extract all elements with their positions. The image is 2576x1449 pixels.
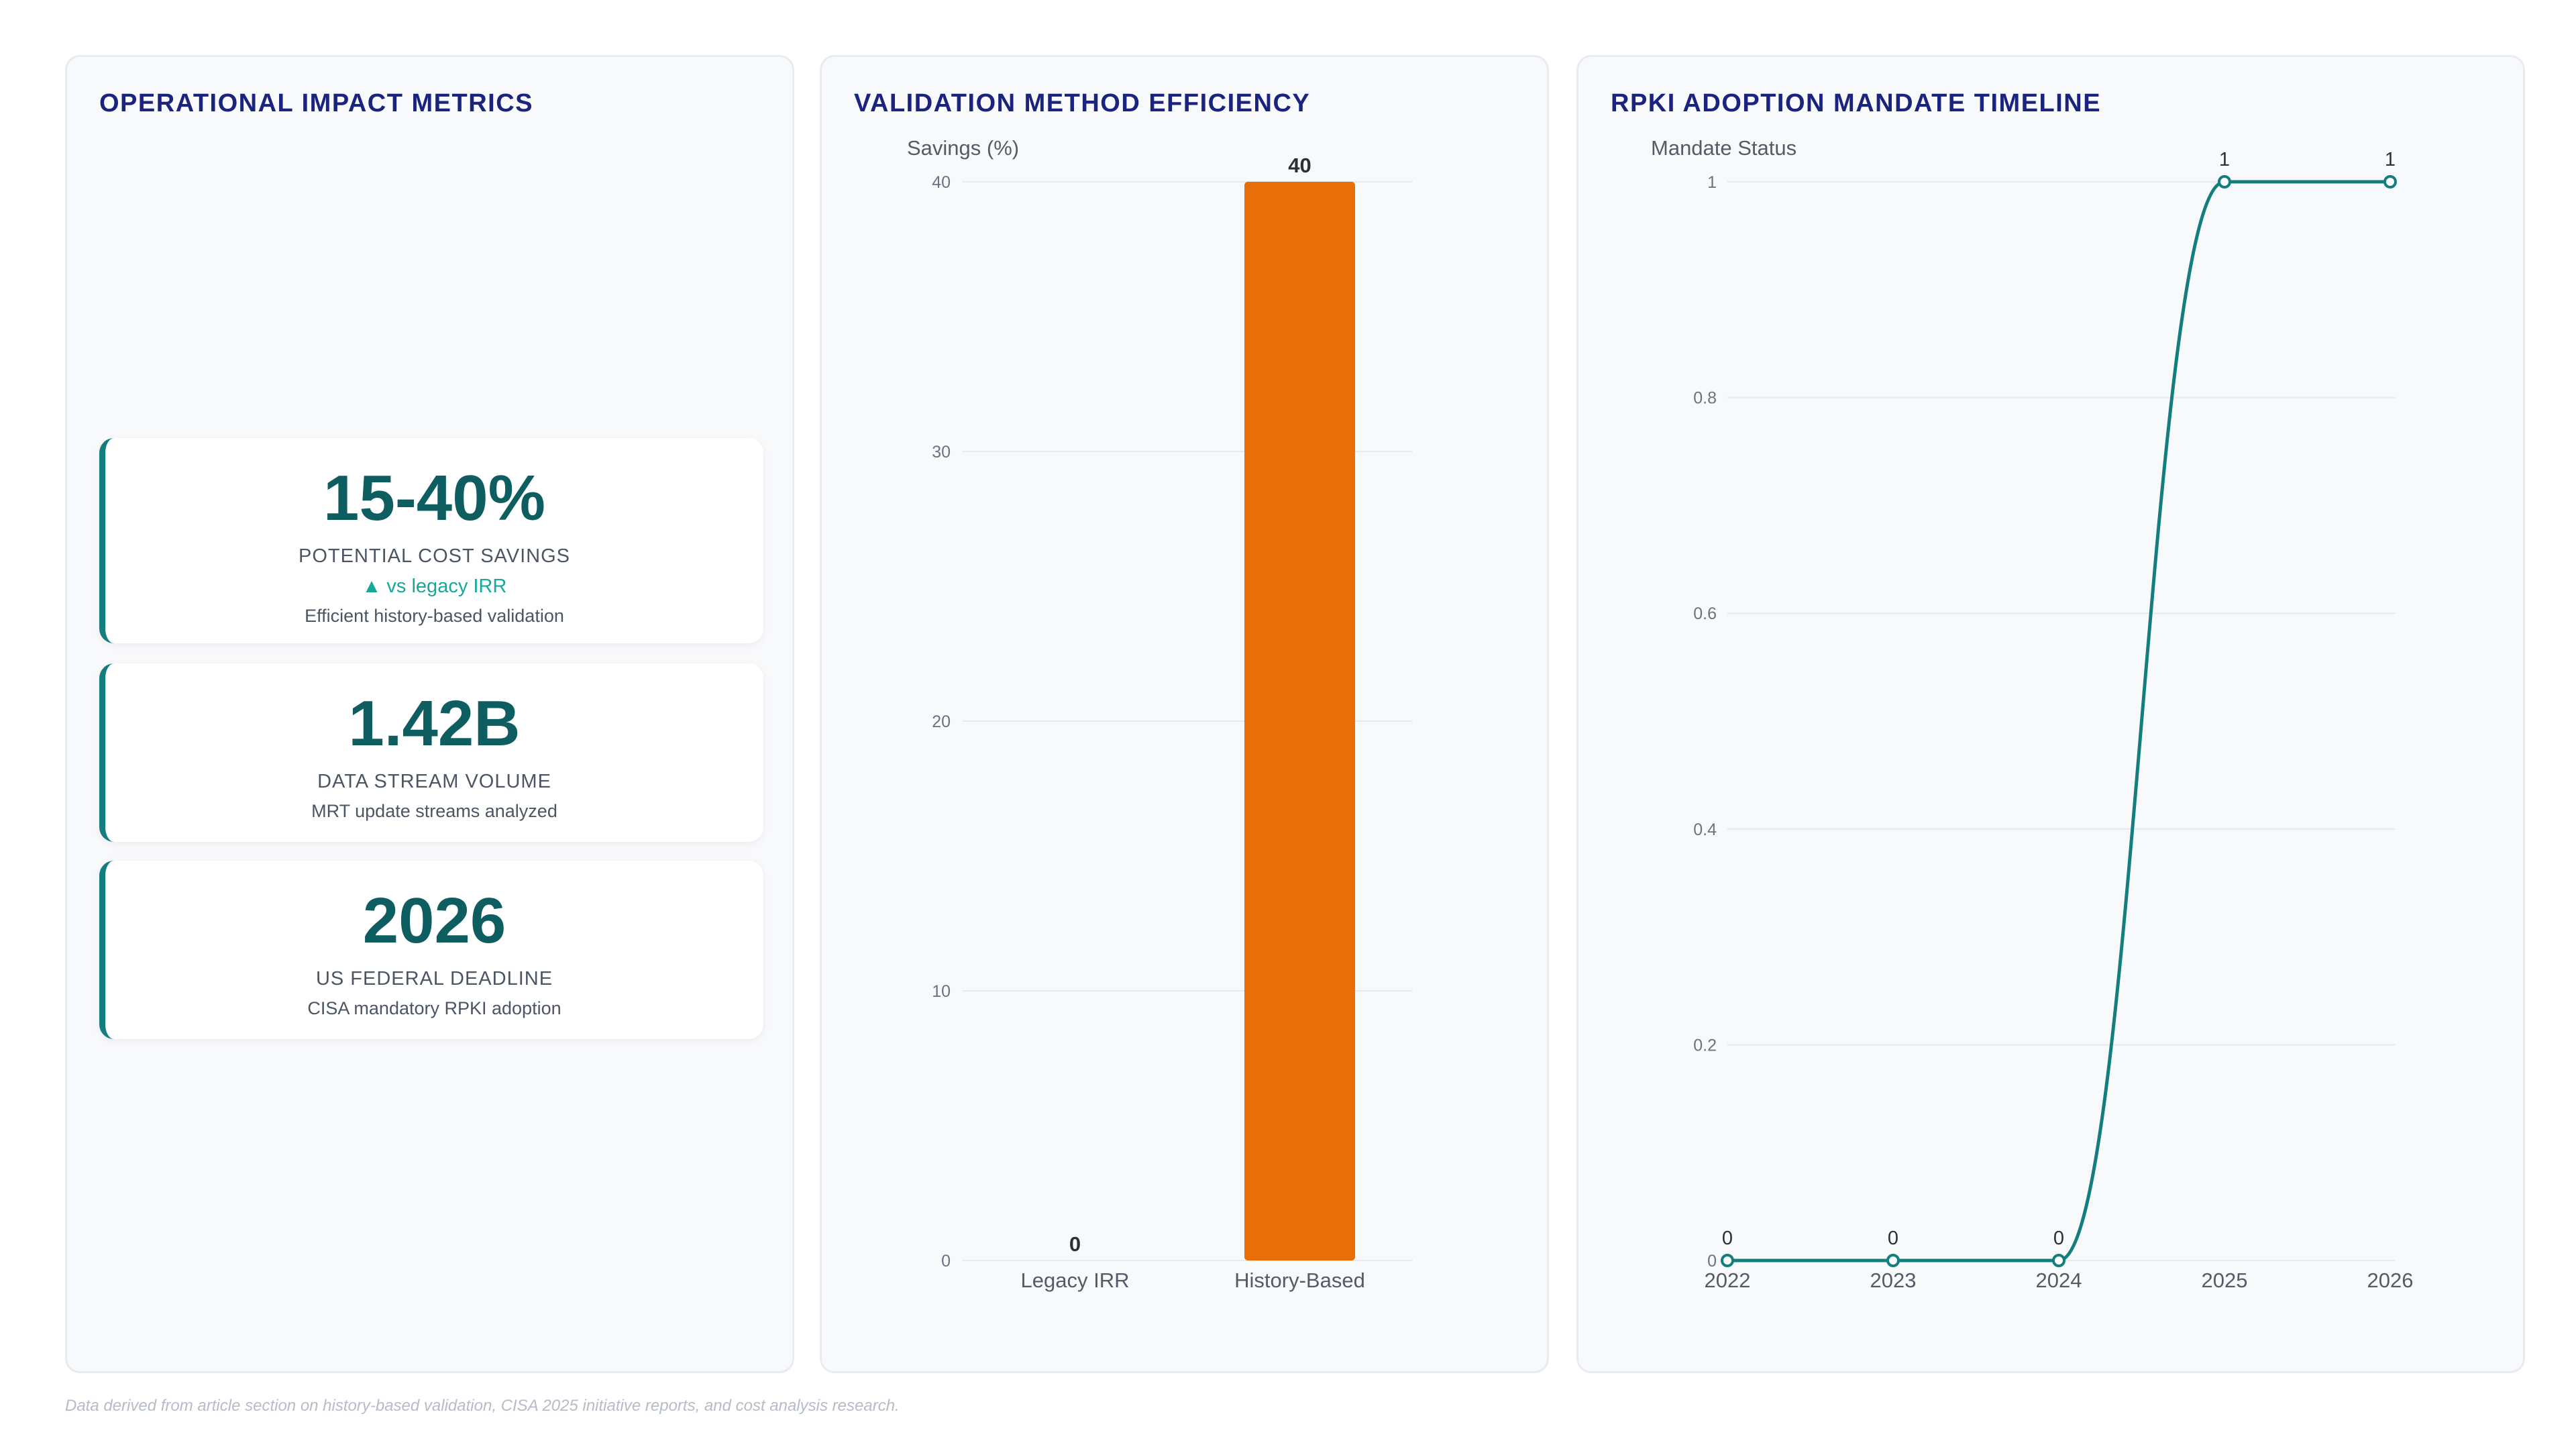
x-tick-label: 2023 (1870, 1269, 1917, 1292)
x-tick-label: 2025 (2202, 1269, 2248, 1292)
y-tick-label: 10 (932, 982, 951, 1001)
x-tick-label: Legacy IRR (1021, 1269, 1130, 1292)
kpi-value: 1.42B (348, 688, 521, 759)
line-chart-title: RPKI ADOPTION MANDATE TIMELINE (1611, 89, 2102, 117)
y-tick-label: 0.4 (1693, 820, 1717, 839)
kpi-card-federal-deadline: 2026 US FEDERAL DEADLINE CISA mandatory … (99, 861, 763, 1039)
y-tick-label: 0.6 (1693, 604, 1717, 623)
kpi-subtext: CISA mandatory RPKI adoption (307, 998, 561, 1018)
kpi-trend: ▲ vs legacy IRR (362, 576, 507, 597)
point-value-label: 0 (2053, 1228, 2064, 1249)
bar (1244, 182, 1355, 1260)
x-tick-label: 2026 (2367, 1269, 2414, 1292)
data-point (1886, 1254, 1900, 1267)
kpi-value: 15-40% (323, 462, 545, 534)
point-value-label: 0 (1722, 1228, 1733, 1249)
series-line (1727, 180, 2390, 1263)
metrics-panel: OPERATIONAL IMPACT METRICS 15-40% POTENT… (65, 55, 794, 1373)
y-tick-label: 0.8 (1693, 389, 1717, 408)
x-tick-label: 2022 (1705, 1269, 1751, 1292)
y-tick-label: 0 (941, 1252, 951, 1271)
kpi-subtext: MRT update streams analyzed (311, 801, 557, 821)
y-tick-label: 20 (932, 712, 951, 731)
footnote: Data derived from article section on his… (65, 1397, 900, 1415)
data-point (1721, 1254, 1734, 1267)
data-point (2052, 1254, 2065, 1267)
line-chart: Mandate Status00.20.40.60.81020220202302… (1651, 136, 2414, 1292)
kpi-label: US FEDERAL DEADLINE (315, 968, 553, 989)
metrics-panel-title: OPERATIONAL IMPACT METRICS (99, 89, 533, 117)
point-value-label: 0 (1888, 1228, 1898, 1249)
data-point (2383, 175, 2397, 189)
kpi-subtext: Efficient history-based validation (305, 606, 564, 626)
line-chart-panel: RPKI ADOPTION MANDATE TIMELINE Mandate S… (1576, 55, 2525, 1373)
data-point (2218, 175, 2231, 189)
y-tick-label: 30 (932, 443, 951, 462)
x-tick-label: 2024 (2036, 1269, 2082, 1292)
kpi-card-data-volume: 1.42B DATA STREAM VOLUME MRT update stre… (99, 663, 763, 842)
bar-value-label: 0 (1069, 1232, 1081, 1256)
y-axis-label: Savings (%) (907, 136, 1019, 160)
kpi-value: 2026 (362, 885, 506, 957)
kpi-label: POTENTIAL COST SAVINGS (299, 545, 570, 567)
bar-chart: Savings (%) 0 10 20 30 40 0 Legacy IRR 40 History… (907, 136, 1412, 1292)
y-tick-label: 0.2 (1693, 1036, 1717, 1055)
y-tick-label: 40 (932, 173, 951, 192)
kpi-card-cost-savings: 15-40% POTENTIAL COST SAVINGS ▲ vs legac… (99, 438, 763, 643)
point-value-label: 1 (2219, 149, 2230, 170)
point-value-label: 1 (2385, 149, 2396, 170)
bar-chart-title: VALIDATION METHOD EFFICIENCY (854, 89, 1311, 117)
y-axis-label: Mandate Status (1651, 136, 1796, 160)
y-tick-label: 1 (1707, 173, 1717, 192)
bar-value-label: 40 (1288, 154, 1311, 177)
bar-chart-panel: VALIDATION METHOD EFFICIENCY Savings (%)… (820, 55, 1549, 1373)
x-tick-label: History-Based (1234, 1269, 1365, 1292)
kpi-label: DATA STREAM VOLUME (317, 771, 551, 792)
y-tick-label: 0 (1707, 1252, 1717, 1271)
